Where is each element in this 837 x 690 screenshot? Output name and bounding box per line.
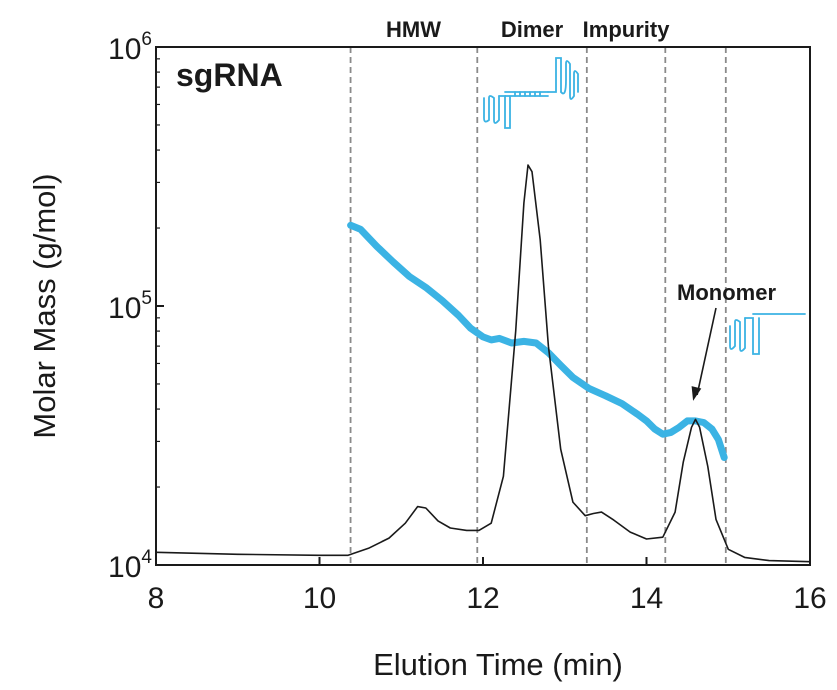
monomer-label: Monomer — [677, 280, 776, 305]
x-ticks: 8 10 12 14 16 — [148, 557, 827, 615]
dimer-rna-icon — [483, 57, 579, 129]
region-label-impurity: Impurity — [583, 17, 671, 42]
region-label-hmw: HMW — [386, 17, 441, 42]
x-tick-label-12: 12 — [466, 582, 499, 615]
x-tick-label-16: 16 — [793, 582, 826, 615]
x-tick-label-10: 10 — [303, 582, 336, 615]
chromatogram-trace — [155, 164, 811, 563]
panel-label: sgRNA — [176, 57, 283, 93]
y-ticks: 104 105 106 — [108, 29, 164, 584]
molar-mass-series — [347, 221, 728, 461]
y-tick-label-1e4: 104 — [108, 547, 152, 584]
monomer-arrow — [696, 307, 717, 396]
plot-series — [155, 164, 811, 563]
y-tick-label-1e6: 106 — [108, 29, 152, 66]
y-axis-title: Molar Mass (g/mol) — [27, 173, 62, 438]
x-tick-label-14: 14 — [630, 582, 663, 615]
monomer-arrow-head — [691, 386, 702, 401]
plot-frame — [155, 46, 811, 566]
region-labels: HMW Dimer Impurity — [386, 17, 670, 42]
x-tick-label-8: 8 — [148, 582, 165, 615]
region-boundaries — [349, 47, 727, 565]
x-axis-title: Elution Time (min) — [373, 647, 623, 682]
region-label-dimer: Dimer — [501, 17, 564, 42]
y-tick-label-1e5: 105 — [108, 288, 152, 325]
monomer-rna-icon — [729, 313, 806, 355]
